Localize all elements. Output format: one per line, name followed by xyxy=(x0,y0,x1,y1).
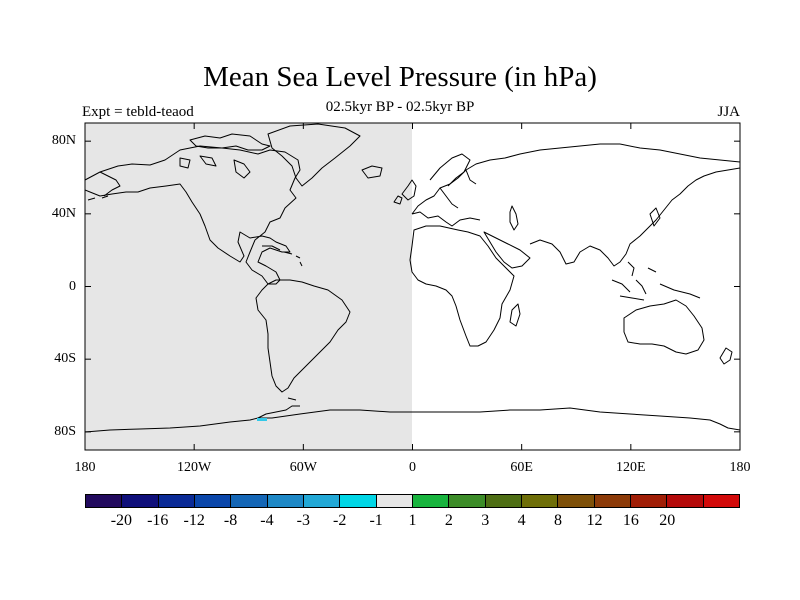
colorbar-label: -8 xyxy=(223,512,238,529)
anomaly-highlight xyxy=(257,418,267,421)
coastline-british-isles xyxy=(393,179,417,205)
coastline-scandinavia xyxy=(429,153,471,187)
colorbar-swatch xyxy=(303,495,341,507)
colorbar-swatch xyxy=(412,495,450,507)
coastline-south-america xyxy=(255,279,351,393)
coastline-caribbean xyxy=(262,245,303,267)
axis-ticks xyxy=(84,123,741,450)
coastline-japan xyxy=(649,207,661,227)
coastline-madagascar xyxy=(509,303,521,327)
y-tick-label: 0 xyxy=(69,278,76,294)
colorbar-label: 1 xyxy=(408,512,417,529)
shaded-western-hemisphere xyxy=(85,123,412,450)
colorbar-label: 12 xyxy=(586,512,603,529)
y-tick-label: 40S xyxy=(54,351,76,367)
colorbar-swatch xyxy=(231,495,268,507)
coastline-africa xyxy=(409,225,515,347)
colorbar-swatch xyxy=(86,495,123,507)
coastline-north-america xyxy=(85,145,301,285)
x-tick-label: 0 xyxy=(409,460,416,475)
colorbar-swatch xyxy=(558,495,595,507)
coastline-antarctic-peninsula xyxy=(257,397,300,419)
coastline-asia xyxy=(529,143,740,267)
coastline-alaska xyxy=(87,171,121,201)
colorbar-label: -2 xyxy=(333,512,347,529)
y-tick-label: 80N xyxy=(51,133,76,149)
x-tick-label: 180 xyxy=(74,460,96,475)
y-tick-label: 80S xyxy=(54,423,76,439)
colorbar-swatch xyxy=(703,495,739,507)
colorbar-swatch xyxy=(521,495,559,507)
season-label: JJA xyxy=(717,104,740,120)
colorbar-label: -16 xyxy=(147,512,169,529)
coastline-new-zealand xyxy=(719,347,733,365)
x-tick-label: 120W xyxy=(177,460,212,475)
coastline-antarctica xyxy=(85,407,740,433)
colorbar-label: 3 xyxy=(481,512,490,529)
colorbar-swatch xyxy=(594,495,631,507)
map-subtitle: 02.5kyr BP - 02.5kyr BP xyxy=(325,99,475,115)
coastline-europe xyxy=(411,143,620,227)
x-tick-label: 60W xyxy=(289,460,317,475)
colorbar-label: 2 xyxy=(444,512,453,529)
coastline-greenland xyxy=(267,123,361,187)
colorbar-label: -1 xyxy=(369,512,383,529)
colorbar-label: -12 xyxy=(183,512,205,529)
colorbar-swatch xyxy=(340,495,377,507)
coastline-arabia xyxy=(483,231,531,269)
colorbar-swatch xyxy=(449,495,486,507)
coastline-southeast-asia-islands xyxy=(611,261,701,301)
colorbar-swatch xyxy=(267,495,304,507)
colorbar-label: -20 xyxy=(110,512,133,529)
coastlines xyxy=(85,123,740,433)
colorbar-swatch xyxy=(194,495,232,507)
colorbar-label: 16 xyxy=(622,512,639,529)
coastline-arctic-islands xyxy=(179,133,271,179)
experiment-label: Expt = tebld-teaod xyxy=(82,104,194,120)
colorbar-swatch xyxy=(667,495,704,507)
colorbar-swatch xyxy=(122,495,159,507)
colorbar-label: -4 xyxy=(260,512,274,529)
y-tick-label: 40N xyxy=(51,205,76,221)
colorbar-swatch xyxy=(630,495,668,507)
colorbar-swatch xyxy=(376,495,413,507)
colorbar-label: 20 xyxy=(659,512,676,529)
x-tick-label: 60E xyxy=(510,460,533,475)
x-tick-label: 180 xyxy=(729,460,751,475)
colorbar-label: -3 xyxy=(296,512,310,529)
x-tick-label: 120E xyxy=(616,460,646,475)
colorbar-swatch xyxy=(158,495,195,507)
colorbar xyxy=(85,494,740,508)
colorbar-label: 4 xyxy=(517,512,526,529)
coastline-iceland xyxy=(361,165,383,179)
colorbar-label: 8 xyxy=(554,512,563,529)
coastline-australia xyxy=(623,299,705,355)
colorbar-swatch xyxy=(485,495,522,507)
coastline-caspian xyxy=(509,205,519,231)
map-title: Mean Sea Level Pressure (in hPa) xyxy=(203,61,597,93)
